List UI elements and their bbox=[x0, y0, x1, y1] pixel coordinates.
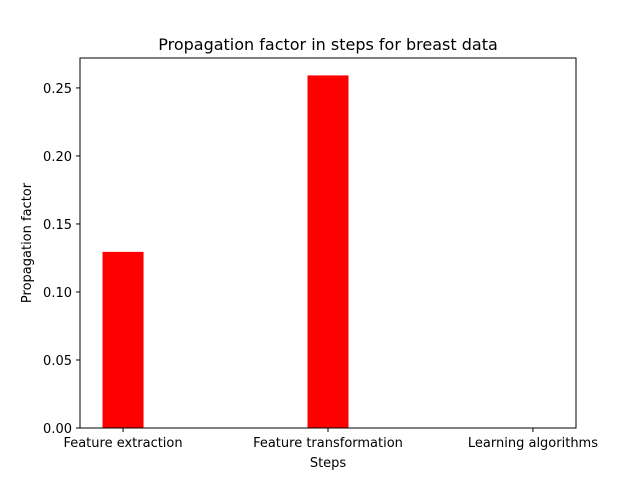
bar-2 bbox=[307, 75, 349, 428]
x-tick-label: Feature transformation bbox=[253, 436, 403, 451]
y-tick-label: 0.20 bbox=[43, 150, 72, 165]
bar-1 bbox=[102, 251, 144, 428]
y-axis-label: Propagation factor bbox=[20, 182, 35, 303]
x-tick-label: Feature extraction bbox=[63, 436, 182, 451]
x-axis-label: Steps bbox=[310, 456, 347, 471]
y-tick-label: 0.10 bbox=[43, 286, 72, 301]
plot-area-frame bbox=[79, 57, 577, 429]
y-tick-label: 0.05 bbox=[43, 354, 72, 369]
bars-group bbox=[102, 75, 349, 428]
x-ticks-group: Feature extraction Feature transformation… bbox=[63, 428, 598, 451]
chart-title: Propagation factor in steps for breast d… bbox=[158, 35, 498, 54]
x-tick-label: Learning algorithms bbox=[468, 436, 598, 451]
y-tick-label: 0.15 bbox=[43, 218, 72, 233]
y-tick-label: 0.00 bbox=[43, 422, 72, 437]
y-ticks-group: 0.00 0.05 0.10 0.15 0.20 0.25 bbox=[43, 82, 80, 437]
y-tick-label: 0.25 bbox=[43, 82, 72, 97]
